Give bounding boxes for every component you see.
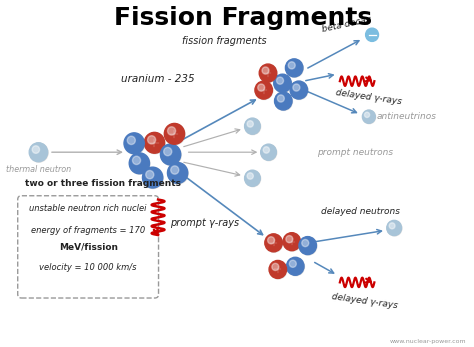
Circle shape [288, 62, 295, 69]
Circle shape [259, 64, 277, 82]
Circle shape [147, 136, 155, 144]
Circle shape [161, 145, 181, 166]
Circle shape [300, 237, 317, 255]
Circle shape [274, 74, 291, 92]
Text: beta decay: beta decay [321, 15, 373, 34]
Text: delayed neutrons: delayed neutrons [321, 207, 401, 216]
Circle shape [287, 258, 304, 276]
Text: unstable neutron rich nuclei: unstable neutron rich nuclei [29, 204, 147, 213]
Circle shape [274, 75, 292, 93]
Circle shape [272, 263, 279, 271]
Circle shape [29, 143, 47, 162]
Circle shape [245, 119, 261, 135]
Circle shape [255, 82, 273, 100]
Circle shape [245, 171, 261, 187]
Circle shape [275, 92, 292, 110]
Circle shape [247, 121, 253, 127]
Text: uranium - 235: uranium - 235 [121, 74, 195, 84]
Circle shape [363, 110, 375, 123]
Circle shape [387, 220, 401, 236]
Text: antineutrinos: antineutrinos [377, 112, 437, 121]
Circle shape [274, 92, 292, 110]
Circle shape [167, 127, 176, 135]
Circle shape [245, 118, 260, 134]
Circle shape [143, 167, 163, 188]
Circle shape [255, 81, 273, 99]
Circle shape [160, 144, 181, 165]
Circle shape [145, 133, 165, 154]
Circle shape [260, 65, 277, 83]
Text: MeV/fission: MeV/fission [59, 242, 118, 251]
FancyBboxPatch shape [18, 196, 158, 298]
Circle shape [32, 146, 39, 153]
Circle shape [265, 234, 283, 252]
Text: Fission Fragments: Fission Fragments [114, 6, 372, 31]
Text: two or three fission fragments: two or three fission fragments [25, 179, 181, 188]
Circle shape [261, 144, 276, 160]
Text: prompt γ-rays: prompt γ-rays [170, 218, 239, 228]
Text: velocity = 10 000 km/s: velocity = 10 000 km/s [39, 263, 137, 272]
Circle shape [258, 84, 264, 91]
Text: thermal neutron: thermal neutron [6, 166, 71, 175]
Circle shape [291, 82, 308, 100]
Circle shape [245, 170, 260, 186]
Circle shape [124, 133, 144, 154]
Circle shape [130, 153, 150, 174]
Circle shape [30, 143, 48, 162]
Circle shape [164, 124, 184, 144]
Circle shape [387, 221, 402, 236]
Circle shape [276, 77, 283, 84]
Circle shape [247, 173, 253, 179]
Circle shape [132, 156, 141, 164]
Circle shape [143, 168, 163, 188]
Circle shape [286, 236, 293, 243]
Circle shape [262, 67, 269, 74]
Circle shape [127, 136, 136, 144]
Circle shape [290, 81, 308, 99]
Circle shape [125, 133, 145, 154]
Circle shape [365, 112, 370, 118]
Circle shape [283, 233, 301, 251]
Circle shape [363, 110, 375, 124]
Text: fission fragments: fission fragments [182, 36, 267, 46]
Circle shape [164, 147, 172, 156]
Circle shape [286, 257, 304, 275]
Circle shape [129, 153, 149, 174]
Circle shape [268, 237, 274, 244]
Text: delayed γ-rays: delayed γ-rays [331, 292, 398, 310]
Circle shape [302, 239, 309, 247]
Circle shape [145, 132, 164, 153]
Circle shape [289, 260, 296, 267]
Circle shape [285, 59, 303, 77]
Circle shape [269, 261, 287, 278]
Circle shape [286, 59, 303, 77]
Circle shape [270, 261, 287, 279]
Circle shape [261, 145, 277, 161]
Text: prompt neutrons: prompt neutrons [317, 148, 393, 157]
Circle shape [167, 162, 188, 183]
Circle shape [365, 28, 379, 41]
Circle shape [265, 234, 283, 252]
Circle shape [165, 124, 185, 145]
Circle shape [389, 223, 395, 229]
Text: delayed γ-rays: delayed γ-rays [335, 88, 402, 107]
Circle shape [283, 233, 301, 251]
Text: www.nuclear-power.com: www.nuclear-power.com [390, 339, 466, 344]
Circle shape [263, 147, 269, 153]
Circle shape [171, 166, 179, 174]
Text: energy of fragments = 170: energy of fragments = 170 [31, 226, 145, 235]
Circle shape [146, 170, 154, 179]
Circle shape [293, 84, 300, 91]
Circle shape [299, 237, 317, 255]
Circle shape [277, 95, 284, 102]
Circle shape [168, 163, 188, 184]
